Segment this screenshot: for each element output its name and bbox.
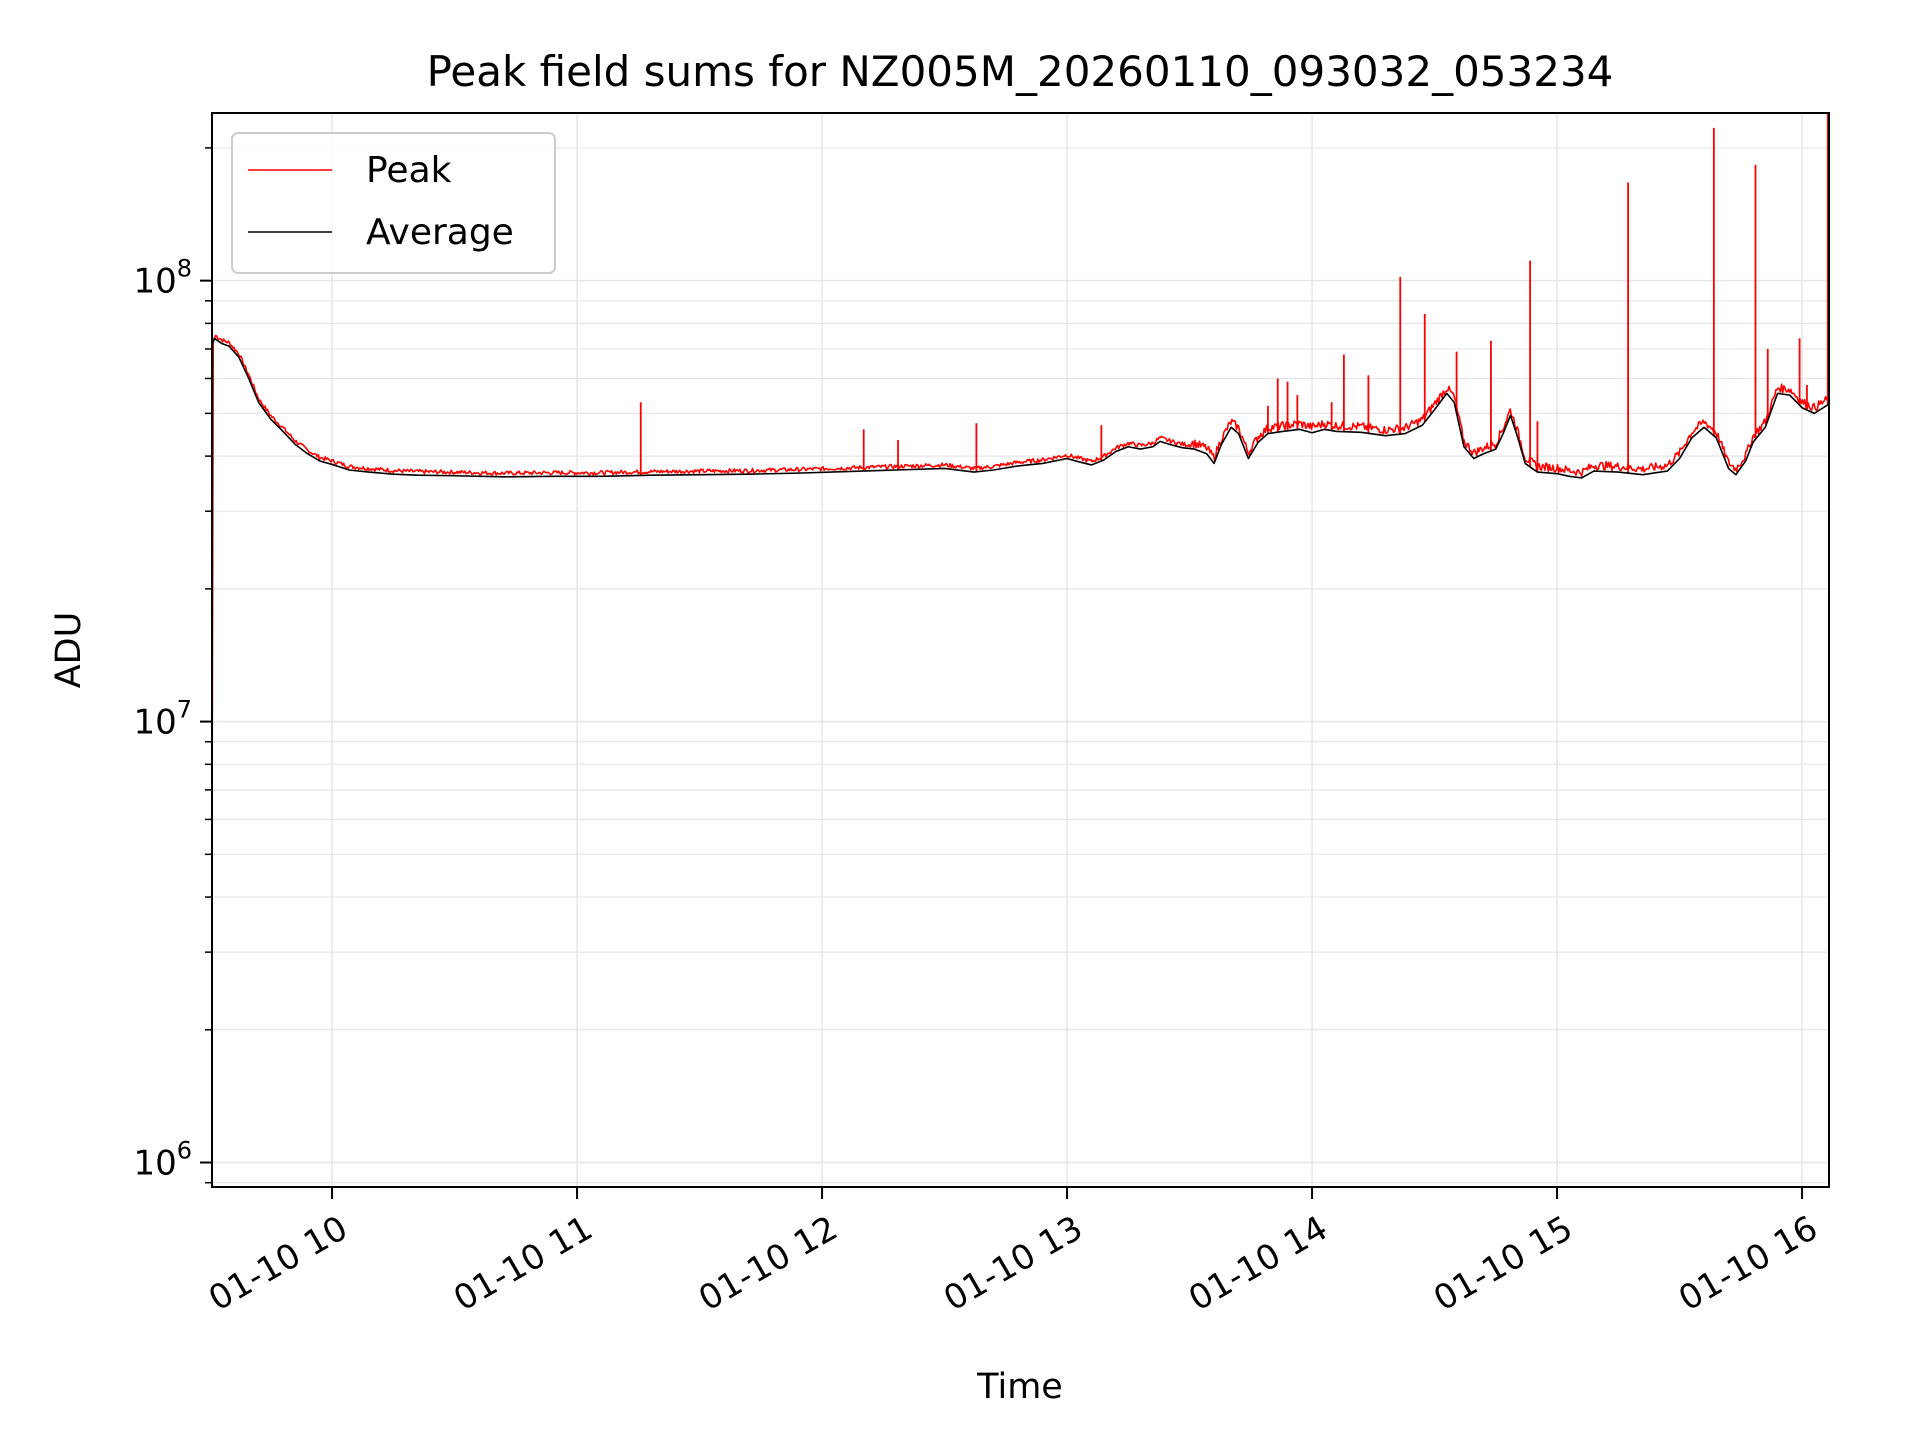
peak-series-line	[211, 334, 1830, 855]
grid-layer	[212, 113, 1829, 1187]
y-tick-base: 10	[133, 703, 176, 743]
series-layer	[211, 113, 1830, 855]
legend-average-label: Average	[366, 212, 514, 253]
y-tick-exponent: 8	[177, 255, 192, 283]
y-tick-label: 106	[133, 1137, 192, 1184]
y-tick-label: 107	[133, 696, 192, 743]
plot-frame	[211, 112, 1830, 1188]
x-axis-label: Time	[976, 1367, 1063, 1407]
legend-box	[231, 132, 556, 274]
y-tick-exponent: 6	[177, 1137, 192, 1165]
y-axis-label: ADU	[49, 612, 89, 689]
y-tick-label: 108	[133, 255, 192, 302]
legend: Peak Average	[231, 132, 556, 274]
average-series-line	[211, 337, 1830, 855]
y-tick-base: 10	[133, 1144, 176, 1184]
chart-title: Peak field sums for NZ005M_20260110_0930…	[427, 47, 1614, 96]
y-tick-exponent: 7	[177, 696, 192, 724]
y-tick-base: 10	[133, 262, 176, 302]
legend-peak-label: Peak	[366, 150, 452, 191]
